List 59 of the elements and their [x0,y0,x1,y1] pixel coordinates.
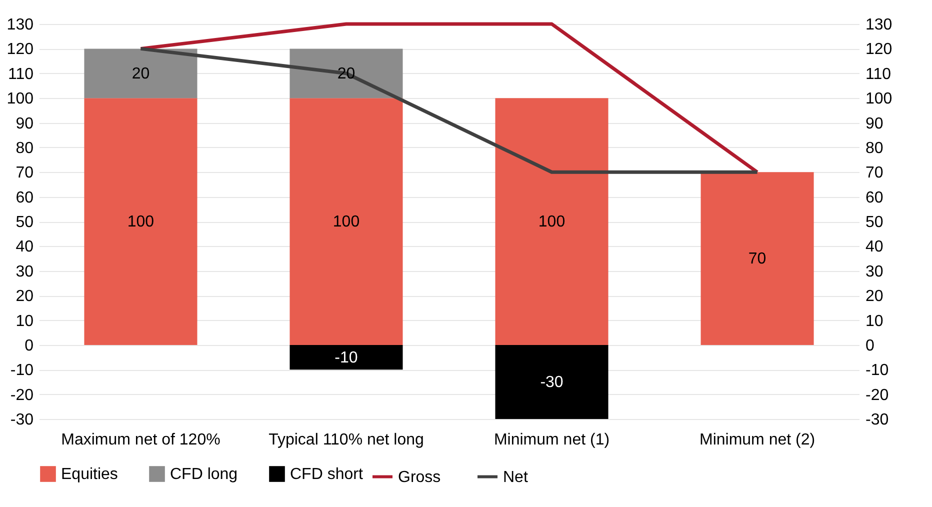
y2-tick-label: 80 [866,140,884,157]
x-tick-label: Maximum net of 120% [61,432,220,448]
data-label: -10 [334,349,358,366]
bar [495,344,608,419]
legend-label: Gross [398,468,441,486]
y2-tick-label: 90 [866,115,884,132]
y-tick-label: 50 [16,214,34,231]
x-tick-label: Minimum net (2) [699,432,816,448]
bar [290,98,403,345]
bar [290,48,403,98]
bar [84,98,198,345]
y-tick-label: 100 [6,90,34,108]
data-label: 100 [538,214,566,230]
y-tick-label: 80 [16,140,34,157]
y-tick-label: -10 [10,362,34,380]
y-tick-label: 60 [16,189,34,206]
data-label: 20 [132,65,150,82]
data-label: 20 [337,65,356,82]
y-tick-label: 30 [16,263,34,280]
y-tick-label: 40 [16,238,34,256]
y2-tick-label: -30 [866,412,889,428]
legend-label: CFD short [290,466,364,483]
y-tick-label: 10 [16,312,34,330]
legend-label: Net [503,468,528,486]
x-tick-label: Typical 110% net long [268,432,424,448]
y-tick-label: 70 [16,164,34,182]
y-tick-label: -30 [10,412,34,428]
y2-tick-label: 110 [866,66,892,83]
x-tick-label: Minimum net (1) [494,432,610,448]
y2-tick-label: 0 [866,337,874,354]
y2-tick-label: 50 [866,214,884,231]
y-tick-label: 130 [6,16,34,34]
bar [700,172,814,345]
y-tick-label: 90 [16,115,34,132]
y2-tick-label: -20 [866,386,889,404]
y2-tick-label: 10 [866,312,884,330]
bar [290,344,403,370]
data-label: -30 [540,374,564,391]
y-tick-label: 20 [16,288,34,306]
y2-tick-label: 20 [866,288,884,306]
y2-tick-label: 60 [866,189,884,206]
y-tick-label: 0 [24,337,34,354]
y-tick-label: -20 [10,386,34,404]
y2-tick-label: -10 [866,362,889,380]
data-label: 70 [748,250,766,268]
y2-tick-label: 40 [866,238,884,256]
data-label: 100 [332,214,360,230]
y-tick-label: 120 [6,41,34,58]
y2-tick-label: 130 [866,16,892,34]
y2-tick-label: 120 [866,41,892,58]
data-label: 100 [127,214,154,230]
y2-tick-label: 70 [866,164,884,182]
bar [495,98,608,345]
legend-label: Equities [61,466,118,483]
legend-label: CFD long [170,466,238,483]
y2-tick-label: 30 [866,263,884,280]
y2-tick-label: 100 [866,90,892,108]
y-tick-label: 110 [8,66,34,83]
bar [84,48,198,98]
